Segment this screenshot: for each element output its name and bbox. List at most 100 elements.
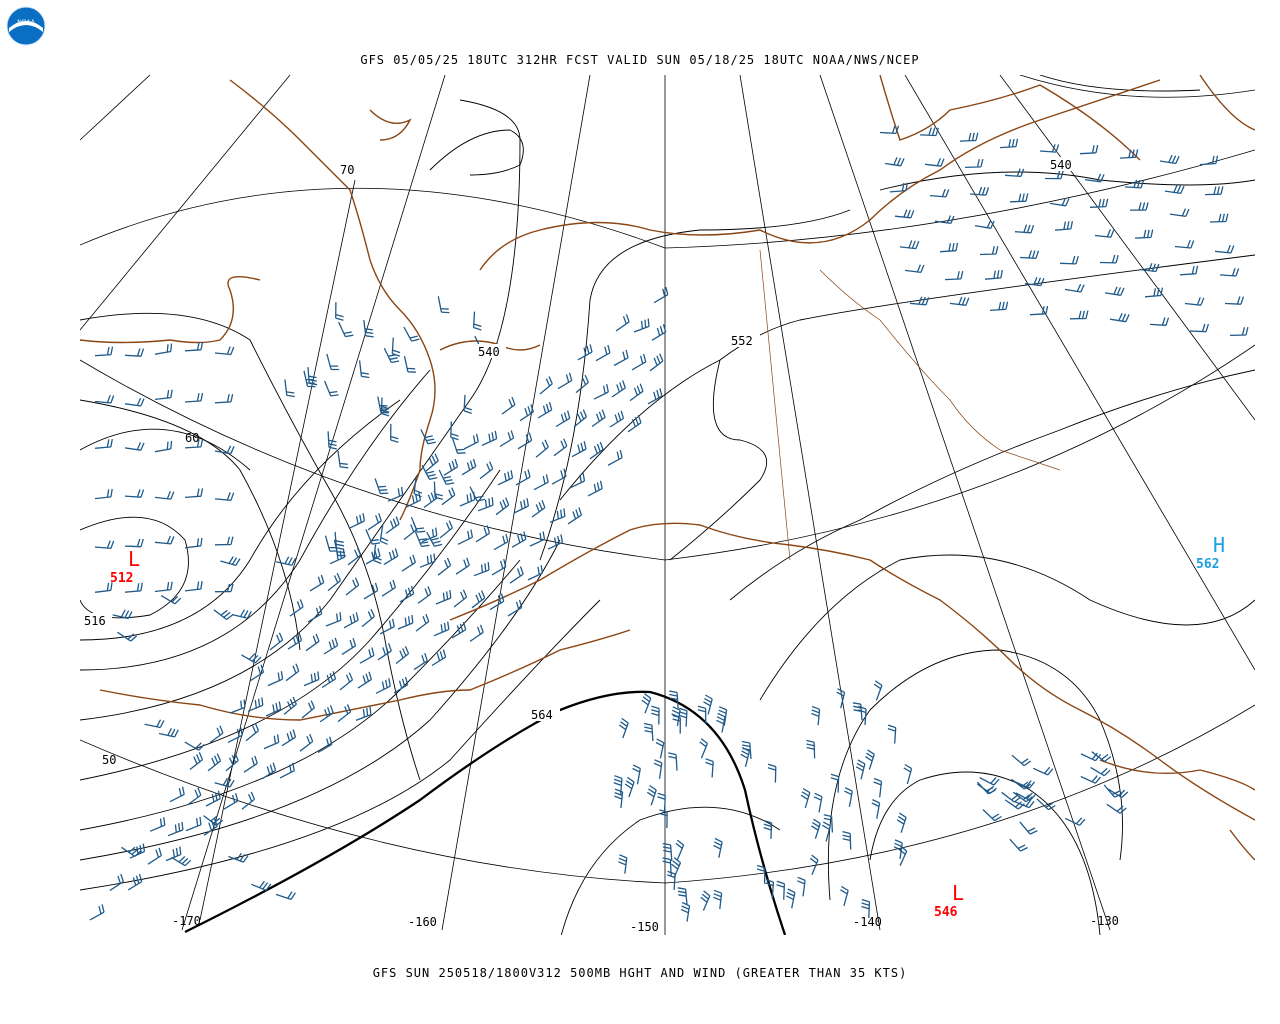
wind-barb	[489, 593, 505, 611]
wind-barb	[337, 451, 349, 469]
wind-barb	[323, 637, 339, 655]
wind-barb	[509, 566, 524, 584]
wind-barb	[220, 556, 241, 567]
low-pressure-value: 512	[110, 571, 133, 586]
wind-barb	[763, 819, 773, 839]
wind-barb	[469, 486, 486, 502]
wind-barb	[607, 449, 623, 466]
wind-barb	[567, 507, 583, 525]
meridian-line	[819, 75, 1111, 931]
wind-barb	[203, 818, 218, 836]
wind-barb	[437, 557, 452, 576]
wind-barb	[413, 652, 428, 671]
wind-barb	[359, 647, 375, 664]
wind-barb	[303, 671, 320, 687]
parallel-line	[80, 344, 1255, 561]
wind-barb	[571, 441, 587, 458]
wind-barb	[287, 632, 303, 650]
wind-barb	[1199, 155, 1219, 166]
wind-barb	[228, 852, 249, 863]
latitude-label: 50	[102, 753, 116, 767]
contour-line	[80, 428, 251, 471]
wind-barb	[475, 525, 491, 543]
coastline-aleutians	[99, 629, 631, 721]
wind-barb	[319, 705, 334, 723]
wind-barb	[421, 464, 438, 481]
wind-barb	[811, 818, 821, 839]
wind-barb	[214, 536, 234, 546]
wind-barb	[184, 341, 204, 352]
wind-barb	[379, 618, 395, 635]
wind-barb	[999, 138, 1019, 149]
longitude-label: -130	[1090, 914, 1119, 928]
wind-barb	[573, 409, 588, 428]
wind-barb	[844, 787, 853, 807]
wind-barb	[713, 889, 723, 910]
wind-barb	[345, 577, 360, 596]
wind-barb	[154, 389, 173, 401]
wind-barb	[1069, 310, 1089, 320]
coastline-alaska-south	[449, 522, 1255, 821]
contour-line	[559, 254, 1255, 501]
latitude-label: 70	[340, 163, 354, 177]
wind-barb	[553, 438, 568, 457]
wind-barb	[1004, 799, 1025, 810]
wind-barb	[279, 762, 295, 779]
wind-barb	[959, 132, 979, 142]
wind-barb	[154, 581, 173, 593]
longitude-label: -150	[630, 920, 659, 934]
wind-barb	[381, 579, 397, 597]
wind-barb	[1144, 287, 1164, 298]
wind-barb	[229, 699, 246, 714]
wind-barb	[481, 430, 498, 446]
contour-line	[80, 539, 561, 861]
wind-barb	[1064, 283, 1085, 293]
wind-barb	[213, 609, 234, 621]
wind-barb	[477, 497, 494, 512]
contour-line	[80, 399, 301, 651]
wind-barb	[437, 296, 450, 314]
wind-barb	[323, 380, 339, 397]
wind-barb	[1204, 186, 1224, 196]
wind-barb	[1094, 229, 1115, 238]
wind-barb	[189, 751, 204, 771]
wind-barb	[1219, 267, 1240, 277]
wind-barb	[1029, 305, 1049, 316]
wind-barb	[267, 671, 284, 687]
wind-barb	[469, 624, 484, 642]
wind-barb	[124, 538, 144, 548]
wind-barb	[251, 880, 272, 891]
wind-barb	[479, 461, 494, 480]
wind-barb	[1130, 202, 1149, 211]
wind-barb	[840, 885, 849, 907]
wind-barb	[403, 356, 416, 373]
wind-barb	[303, 370, 316, 388]
wind-barb	[333, 539, 346, 557]
wind-barb	[1054, 220, 1074, 231]
wind-barb	[1119, 149, 1139, 159]
wind-barb	[539, 376, 553, 395]
wind-barb	[1009, 838, 1028, 852]
wind-barb	[1039, 144, 1060, 153]
wind-barb	[969, 186, 990, 196]
wind-barb	[463, 433, 479, 450]
wind-barb	[852, 702, 863, 721]
wind-barb	[671, 857, 682, 878]
wind-barb	[147, 847, 163, 865]
wind-barb	[289, 599, 304, 617]
wind-barb	[124, 442, 145, 451]
contour-label: 540	[1050, 158, 1072, 172]
wind-barb	[117, 631, 138, 642]
wind-barb	[1014, 799, 1035, 809]
low-pressure-symbol: L	[128, 547, 140, 571]
wind-barb	[893, 839, 903, 859]
longitude-label: -140	[853, 915, 882, 929]
wind-barb	[533, 474, 549, 491]
wind-barb	[871, 799, 881, 819]
wind-barb	[1164, 184, 1185, 195]
wind-barb	[615, 314, 630, 332]
wind-barb	[89, 904, 105, 921]
wind-barb	[358, 360, 370, 379]
wind-barb	[461, 458, 477, 476]
meridian-line	[904, 75, 1255, 671]
